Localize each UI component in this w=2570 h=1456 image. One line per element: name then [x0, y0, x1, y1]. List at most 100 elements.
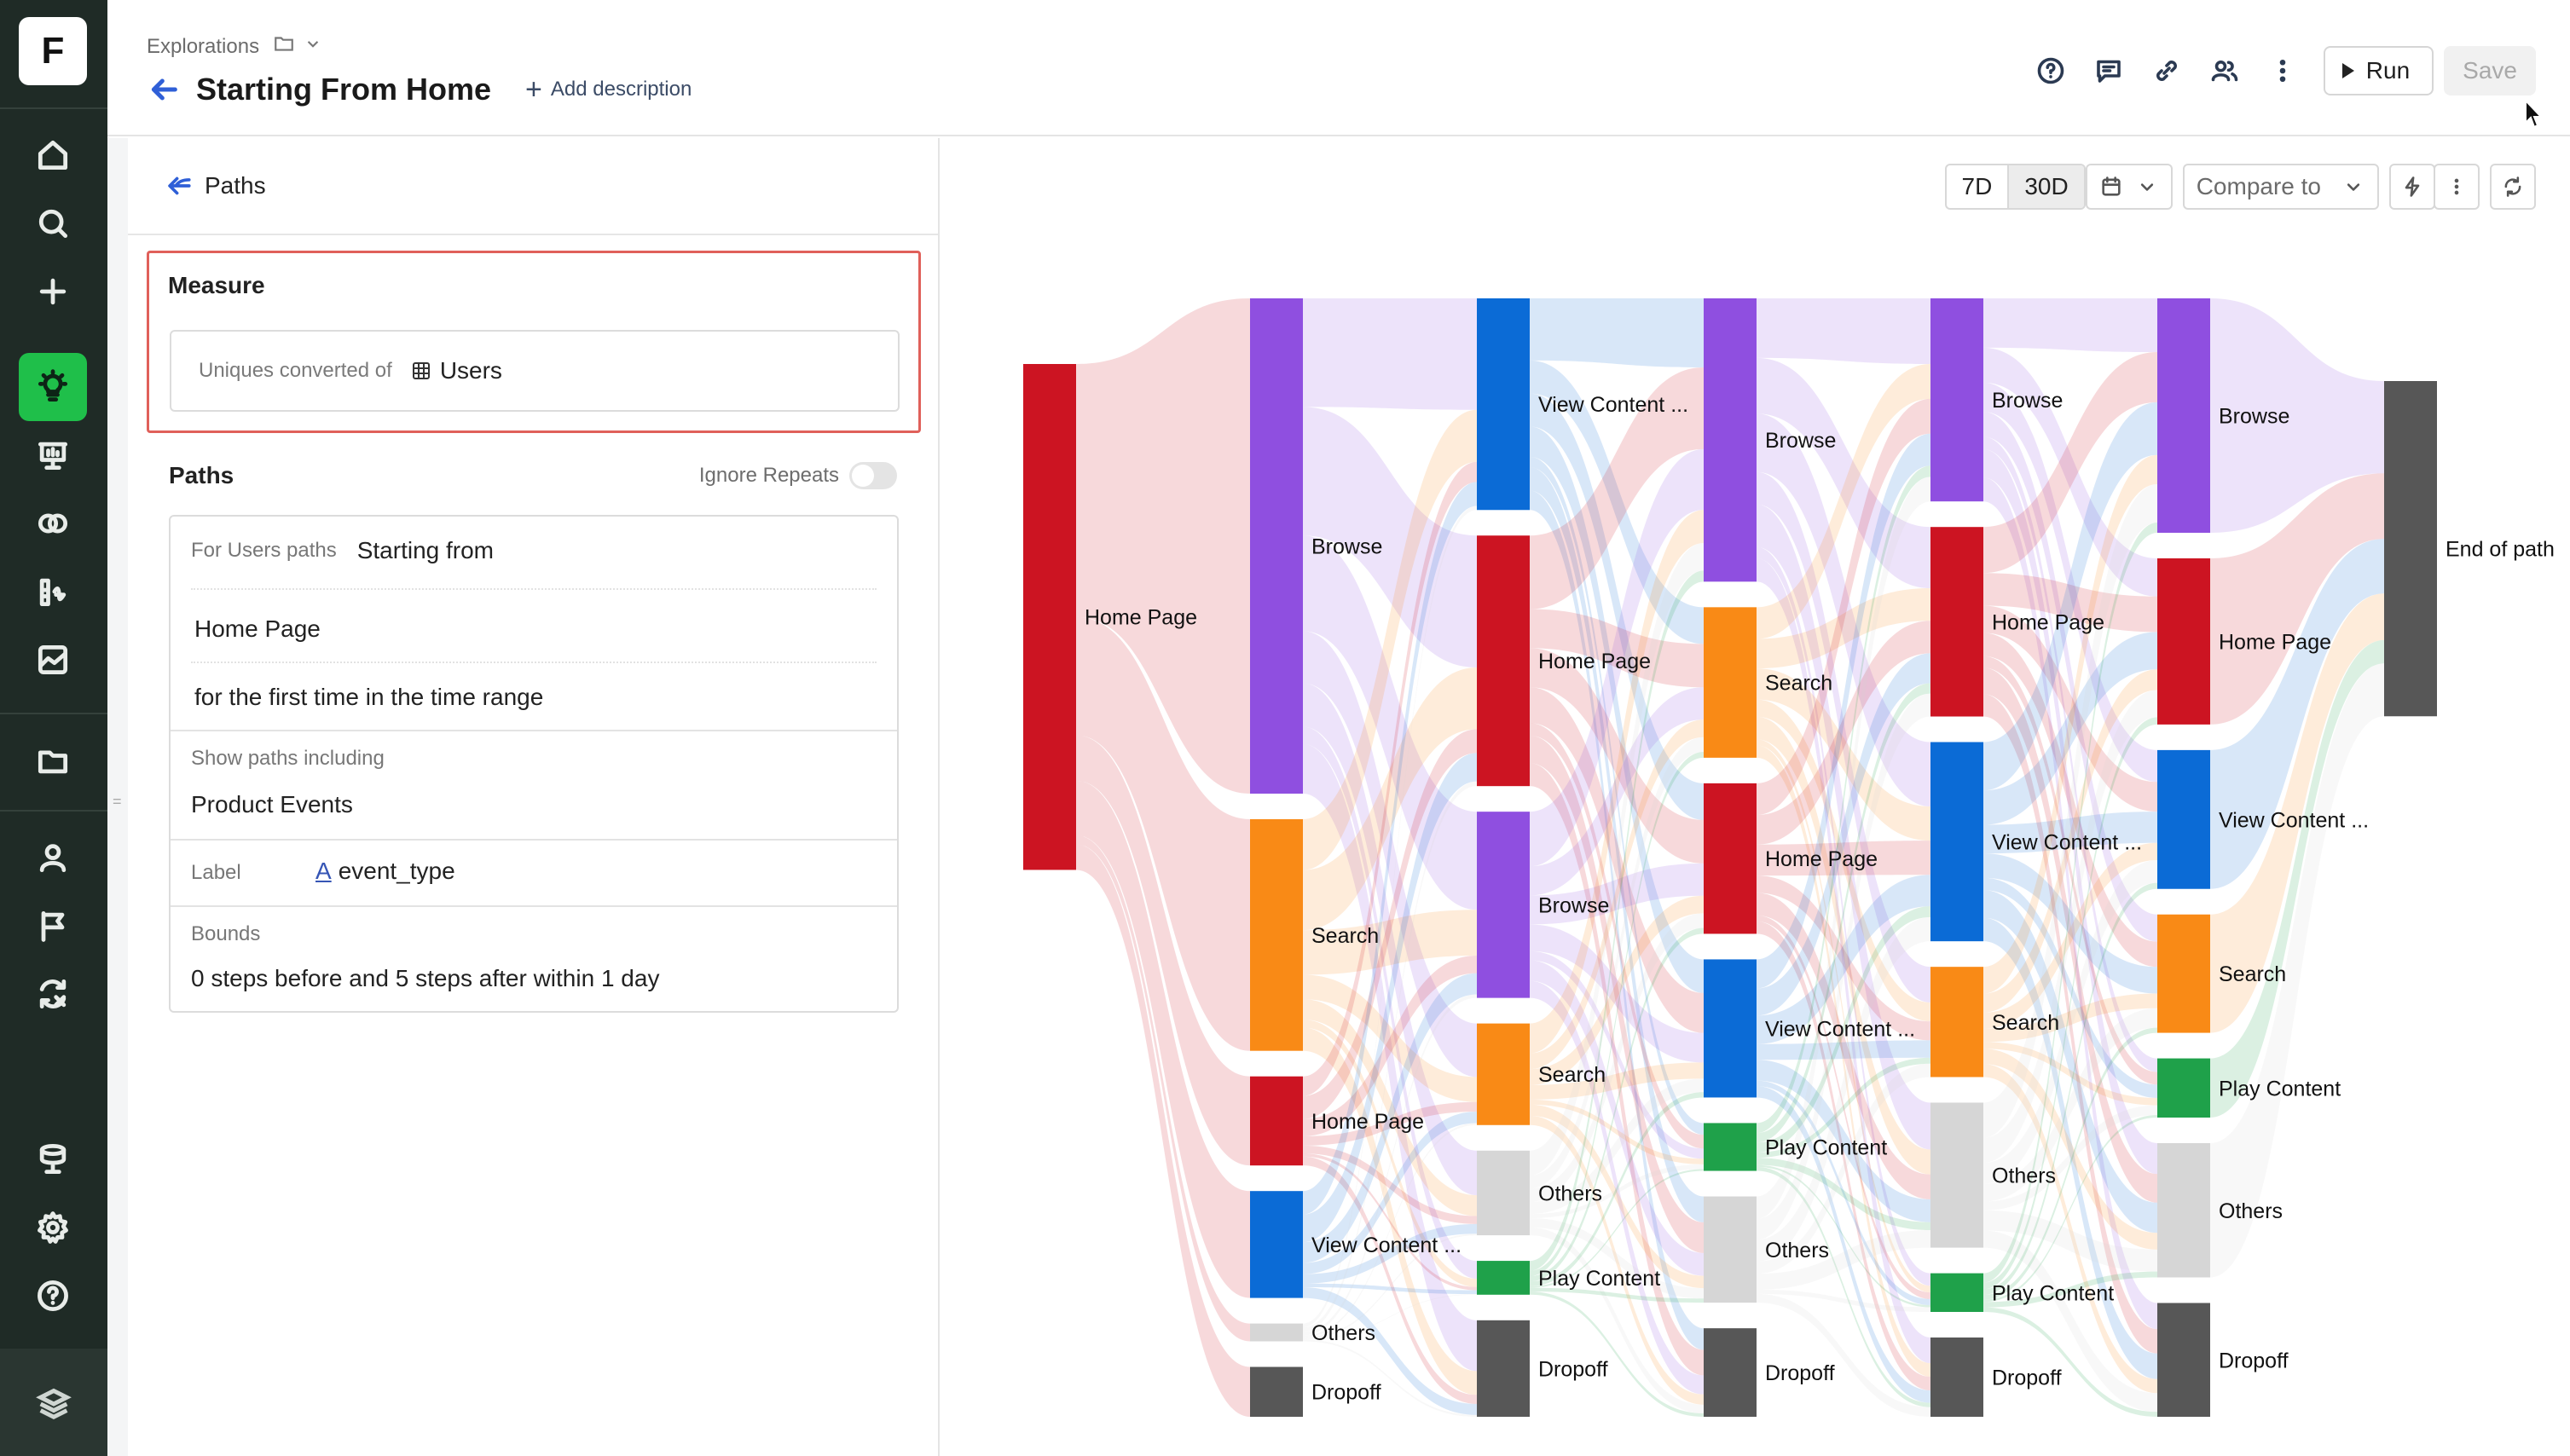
sankey-link[interactable]	[1757, 1080, 1930, 1306]
sankey-link[interactable]	[1757, 588, 1930, 669]
sankey-link[interactable]	[1757, 893, 1930, 1199]
sankey-link[interactable]	[1303, 743, 1477, 1372]
sankey-link[interactable]	[1983, 522, 2157, 1283]
sankey-link[interactable]	[1530, 687, 1704, 896]
sankey-node[interactable]	[1250, 1323, 1303, 1342]
sankey-link[interactable]	[1983, 1027, 2157, 1300]
sankey-link[interactable]	[1983, 656, 2157, 1085]
sankey-link[interactable]	[1530, 723, 1704, 1149]
sankey-link[interactable]	[1983, 1049, 2157, 1250]
sankey-node[interactable]	[1704, 607, 1757, 758]
bounds-value[interactable]: 0 steps before and 5 steps after within …	[191, 965, 660, 991]
sankey-link[interactable]	[1303, 955, 1477, 1136]
sankey-link[interactable]	[1076, 298, 1250, 794]
sankey-link[interactable]	[1983, 1105, 2157, 1210]
sankey-link[interactable]	[1757, 363, 1930, 639]
sankey-link[interactable]	[1983, 454, 2157, 994]
sankey-link[interactable]	[1530, 609, 1704, 688]
sankey-link[interactable]	[1757, 841, 1930, 876]
sankey-link[interactable]	[1983, 917, 2157, 1379]
sankey-link[interactable]	[1303, 1123, 1477, 1338]
sankey-node[interactable]	[1930, 1337, 1983, 1417]
sankey-link[interactable]	[1303, 1234, 1477, 1339]
back-arrow-icon[interactable]	[147, 72, 181, 107]
sankey-link[interactable]	[1303, 973, 1477, 1263]
sankey-node[interactable]	[2157, 1303, 2210, 1417]
sankey-link[interactable]	[1530, 737, 1704, 1189]
compare-to-dropdown[interactable]: Compare to	[2182, 164, 2379, 210]
sankey-link[interactable]	[1983, 605, 2157, 812]
sankey-node[interactable]	[1477, 298, 1530, 511]
sankey-node[interactable]	[1023, 364, 1076, 870]
sankey-link[interactable]	[1757, 298, 1930, 364]
sankey-link[interactable]	[1303, 506, 1477, 1328]
sankey-link[interactable]	[1983, 882, 2157, 1295]
sankey-link[interactable]	[1983, 853, 2157, 994]
sankey-link[interactable]	[1303, 1027, 1477, 1395]
lightbulb-icon[interactable]	[19, 353, 87, 421]
sankey-link[interactable]	[1757, 668, 1930, 841]
sankey-link[interactable]	[1530, 1227, 1704, 1413]
sankey-link[interactable]	[1530, 763, 1704, 1376]
folder-icon[interactable]	[19, 726, 87, 794]
sankey-node[interactable]	[1704, 1123, 1757, 1171]
sankey-link[interactable]	[1530, 735, 1704, 1253]
sankey-node[interactable]	[2157, 1142, 2210, 1278]
sankey-link[interactable]	[1983, 352, 2157, 574]
sankey-link[interactable]	[1757, 921, 1930, 1390]
sankey-link[interactable]	[1303, 1287, 1477, 1415]
plus-icon[interactable]	[19, 257, 87, 326]
sankey-link[interactable]	[1530, 1099, 1704, 1164]
sankey-link[interactable]	[1076, 616, 1250, 1051]
sankey-node[interactable]	[1704, 1196, 1757, 1303]
sankey-link[interactable]	[1983, 347, 2157, 597]
home-icon[interactable]	[19, 121, 87, 189]
sankey-link[interactable]	[1530, 719, 1704, 1070]
sankey-link[interactable]	[1983, 448, 2157, 1175]
link-icon[interactable]	[2138, 47, 2196, 95]
sankey-link[interactable]	[1076, 780, 1250, 1298]
sankey-link[interactable]	[1757, 875, 1930, 1041]
sankey-link[interactable]	[1757, 716, 1930, 1175]
sankey-link[interactable]	[2210, 593, 2384, 1033]
chevron-down-icon[interactable]	[302, 32, 324, 61]
sankey-node[interactable]	[1930, 298, 1983, 502]
sankey-link[interactable]	[1303, 1153, 1477, 1291]
sankey-link[interactable]	[1530, 542, 1704, 1176]
sankey-node[interactable]	[1477, 1023, 1530, 1125]
sankey-link[interactable]	[1757, 916, 1930, 1262]
sankey-link[interactable]	[1757, 699, 1930, 1022]
sankey-link[interactable]	[1530, 298, 1704, 367]
sankey-link[interactable]	[1983, 877, 2157, 1098]
sankey-link[interactable]	[1757, 1060, 1930, 1222]
sankey-link[interactable]	[1757, 745, 1930, 1378]
sankey-link[interactable]	[1303, 298, 1477, 410]
users-icon[interactable]	[2196, 47, 2254, 95]
sankey-link[interactable]	[1983, 436, 2157, 1072]
comment-icon[interactable]	[2080, 47, 2138, 95]
experiment-icon[interactable]	[19, 960, 87, 1028]
sankey-link[interactable]	[2210, 298, 2384, 533]
sankey-link[interactable]	[1303, 482, 1477, 1215]
sankey-link[interactable]	[1757, 433, 1930, 989]
sankey-link[interactable]	[1076, 735, 1250, 1166]
sankey-link[interactable]	[2210, 473, 2384, 725]
sankey-link[interactable]	[1983, 1271, 2157, 1308]
sankey-link[interactable]	[1530, 360, 1704, 644]
sankey-link[interactable]	[1757, 504, 1930, 1150]
sankey-link[interactable]	[1983, 812, 2157, 854]
sankey-node[interactable]	[1930, 1273, 1983, 1312]
sankey-link[interactable]	[1303, 753, 1477, 1243]
sankey-link[interactable]	[1983, 1064, 2157, 1394]
user-icon[interactable]	[19, 823, 87, 892]
sankey-link[interactable]	[1983, 859, 2157, 1184]
sankey-link[interactable]	[1530, 924, 1704, 1063]
sankey-link[interactable]	[1303, 1339, 1477, 1417]
sankey-link[interactable]	[1303, 1145, 1477, 1224]
measure-selector[interactable]: Uniques converted of Users	[170, 330, 900, 412]
save-button[interactable]: Save	[2444, 46, 2536, 95]
sankey-link[interactable]	[1983, 669, 2157, 1013]
more-vertical-icon[interactable]	[2434, 164, 2480, 210]
sankey-link[interactable]	[1983, 1230, 2157, 1413]
sankey-link[interactable]	[1983, 1307, 2157, 1417]
